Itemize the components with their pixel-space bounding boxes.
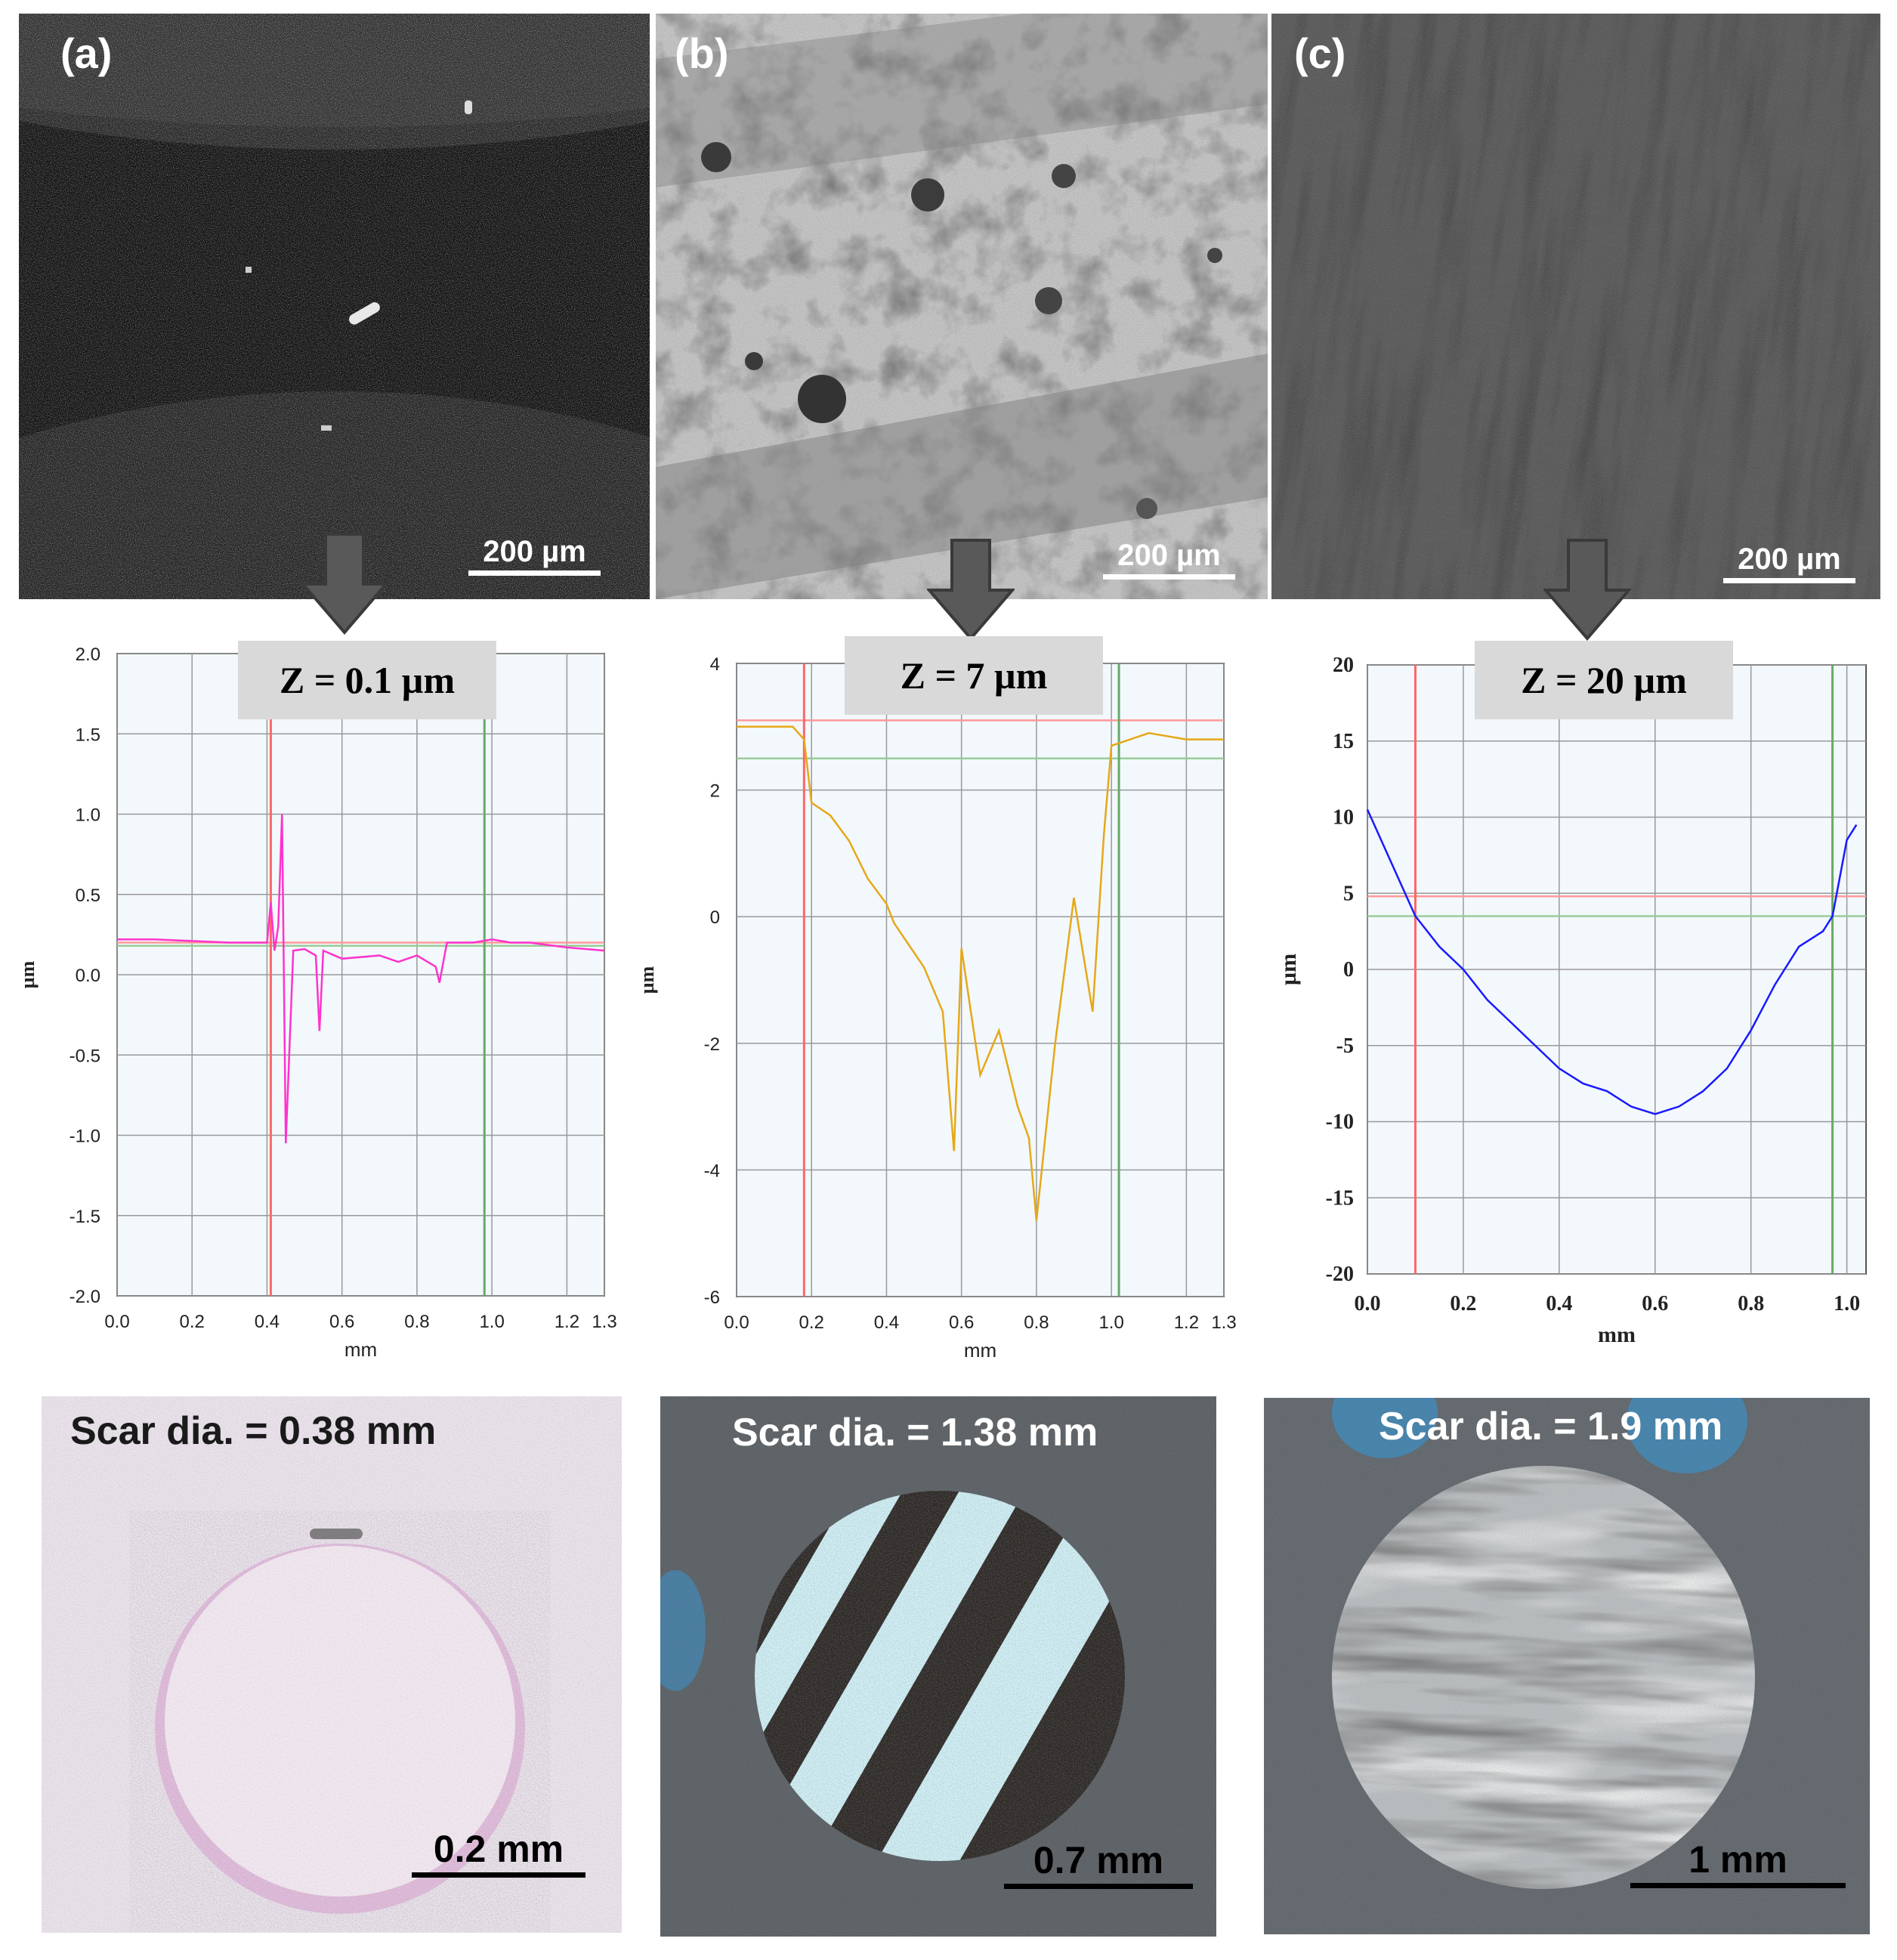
x-tick-label: 0.2 xyxy=(180,1312,205,1332)
y-tick-label: 5 xyxy=(1343,882,1354,905)
x-axis-label: mm xyxy=(344,1338,377,1360)
y-axis-label: µm xyxy=(17,960,39,988)
scar-image-b xyxy=(660,1396,1216,1937)
x-tick-label: 1.3 xyxy=(1211,1312,1236,1333)
sem-scale-bar-c: 200 µm xyxy=(1723,543,1855,583)
x-tick-label: 1.2 xyxy=(555,1312,579,1332)
x-tick-label: 0.0 xyxy=(724,1312,749,1333)
x-tick-label: 0.6 xyxy=(329,1312,354,1332)
y-tick-label: -1.0 xyxy=(70,1127,100,1147)
x-tick-label: 0.8 xyxy=(1738,1292,1764,1315)
x-tick-label: 0.0 xyxy=(1355,1292,1381,1315)
x-tick-label: 0.6 xyxy=(949,1312,974,1333)
profile-line xyxy=(1366,808,1858,1115)
x-tick-label: 1.0 xyxy=(1098,1312,1123,1333)
x-tick-label: 1.0 xyxy=(1834,1292,1860,1315)
y-tick-label: -0.5 xyxy=(70,1046,100,1066)
y-tick-label: 20 xyxy=(1333,654,1354,677)
x-tick-label: 0.8 xyxy=(404,1312,429,1332)
scar-title-b: Scar dia. = 1.38 mm xyxy=(732,1411,1098,1455)
y-tick-label: 0.0 xyxy=(76,966,100,986)
down-arrow-icon xyxy=(1543,539,1631,641)
y-tick-label: -2 xyxy=(704,1034,720,1055)
scale-bar-label: 200 µm xyxy=(483,535,586,568)
sem-image-c xyxy=(1271,14,1880,599)
depth-label-a: Z = 0.1 µm xyxy=(238,641,496,719)
y-tick-label: 10 xyxy=(1333,806,1354,830)
x-tick-label: 0.4 xyxy=(255,1312,280,1332)
scale-bar-label: 0.2 mm xyxy=(433,1828,564,1870)
profile-line xyxy=(737,725,1224,1221)
y-tick-label: -2.0 xyxy=(70,1287,100,1307)
x-tick-label: 0.2 xyxy=(799,1312,824,1333)
scale-bar-label: 200 µm xyxy=(1117,539,1221,572)
y-tick-label: -5 xyxy=(1336,1034,1354,1058)
x-tick-label: 0.2 xyxy=(1450,1292,1476,1315)
sem-panel-a: (a) 200 µm xyxy=(19,14,650,599)
y-axis-label: µm xyxy=(636,966,658,994)
sem-image-a xyxy=(19,14,650,599)
y-tick-label: -1.5 xyxy=(70,1207,100,1227)
scar-scale-bar-c: 1 mm xyxy=(1630,1838,1846,1888)
x-tick-label: 1.0 xyxy=(479,1312,504,1332)
scar-title-c: Scar dia. = 1.9 mm xyxy=(1379,1405,1723,1448)
x-tick-label: 0.0 xyxy=(104,1312,129,1332)
y-tick-label: 1.5 xyxy=(76,725,100,745)
y-tick-label: -20 xyxy=(1326,1263,1354,1286)
depth-label-c: Z = 20 µm xyxy=(1475,641,1733,719)
sem-scale-bar-b: 200 µm xyxy=(1103,539,1235,580)
scar-title-a: Scar dia. = 0.38 mm xyxy=(70,1409,437,1453)
y-tick-label: 0.5 xyxy=(76,886,100,906)
scar-panel-c: Scar dia. = 1.9 mm 1 mm xyxy=(1264,1398,1870,1934)
panel-label-b: (b) xyxy=(675,29,729,77)
down-arrow-icon xyxy=(927,539,1015,641)
y-axis-label: µm xyxy=(1276,954,1301,985)
x-tick-label: 0.4 xyxy=(874,1312,899,1333)
y-tick-label: 4 xyxy=(710,654,720,675)
scar-scale-bar-b: 0.7 mm xyxy=(1004,1838,1193,1889)
profile-chart-c: 0.0 0.2 0.4 0.6 0.8 1.0 20 15 10 5 0 -5 -10 -15 -20 mm µ… xyxy=(1276,654,1867,1347)
depth-label-b: Z = 7 µm xyxy=(845,636,1103,715)
profile-chart-a: 0.0 0.2 0.4 0.6 0.8 1.0 1.2 1.32.01.51.00.50.0-… xyxy=(17,645,617,1360)
scale-bar-label: 1 mm xyxy=(1688,1838,1787,1881)
x-tick-label: 0.8 xyxy=(1024,1312,1049,1333)
x-tick-label: 0.6 xyxy=(1642,1292,1668,1315)
scar-panel-a: Scar dia. = 0.38 mm 0.2 mm xyxy=(42,1396,622,1933)
sem-panel-c: (c) 200 µm xyxy=(1271,14,1880,599)
sem-panel-b: (b) 200 µm xyxy=(656,14,1268,599)
y-tick-label: 15 xyxy=(1333,730,1354,753)
x-tick-label: 1.3 xyxy=(592,1312,616,1332)
y-tick-label: -4 xyxy=(704,1161,720,1181)
scar-panel-b: Scar dia. = 1.38 mm 0.7 mm xyxy=(660,1396,1216,1937)
plot-area xyxy=(736,663,1225,1297)
scar-image-a xyxy=(42,1396,622,1933)
y-tick-label: -10 xyxy=(1326,1111,1354,1134)
y-tick-label: 1.0 xyxy=(76,805,100,826)
x-axis-label: mm xyxy=(964,1339,996,1360)
x-tick-label: 0.4 xyxy=(1546,1292,1572,1315)
x-tick-label: 1.2 xyxy=(1174,1312,1199,1333)
y-tick-label: 0 xyxy=(1343,958,1354,982)
y-tick-label: 2 xyxy=(710,781,720,802)
profile-chart-b: 0.0 0.2 0.4 0.6 0.8 1.0 1.2 1.3 4 2 0 -2 -4 -6 mm µm xyxy=(636,654,1237,1360)
y-tick-label: 2.0 xyxy=(76,645,100,665)
scar-scale-bar-a: 0.2 mm xyxy=(412,1827,585,1878)
sem-image-b xyxy=(656,14,1268,599)
y-tick-label: 0 xyxy=(710,907,720,928)
scale-bar-label: 200 µm xyxy=(1738,543,1841,576)
down-arrow-icon xyxy=(301,533,388,635)
profile-line xyxy=(117,814,605,1144)
y-tick-label: -6 xyxy=(704,1288,720,1308)
scale-bar-label: 0.7 mm xyxy=(1033,1839,1164,1881)
panel-label-a: (a) xyxy=(60,29,113,77)
scar-image-c xyxy=(1264,1398,1870,1934)
panel-label-c: (c) xyxy=(1294,29,1346,77)
y-tick-label: -15 xyxy=(1326,1186,1354,1210)
sem-scale-bar-a: 200 µm xyxy=(468,535,601,576)
x-axis-label: mm xyxy=(1598,1322,1636,1347)
